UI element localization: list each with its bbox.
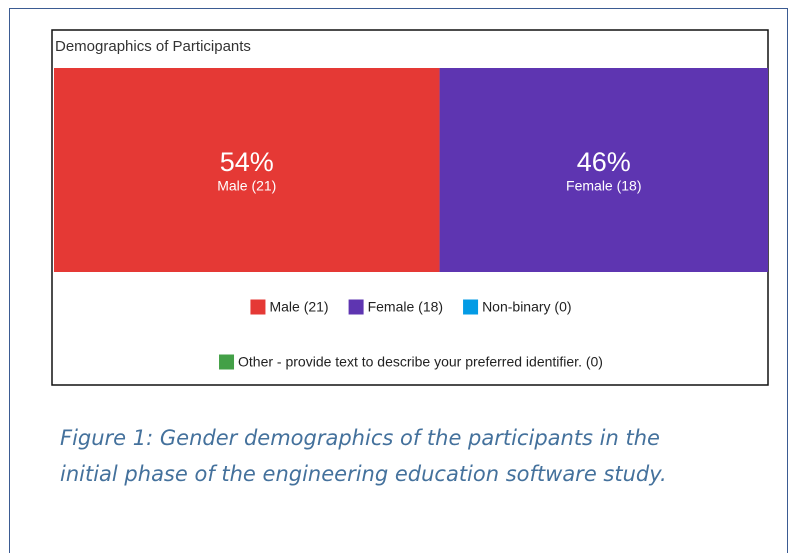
legend-label: Non-binary (0) [482, 299, 571, 315]
legend-swatch [250, 299, 266, 315]
bar-segment [54, 68, 440, 272]
legend-swatch [219, 354, 235, 370]
figure-caption: Figure 1: Gender demographics of the par… [60, 426, 667, 486]
legend-label: Female (18) [368, 299, 443, 315]
legend-swatch [348, 299, 364, 315]
segment-percent: 54% [220, 147, 274, 177]
legend-swatch [463, 299, 479, 315]
figure-frame [9, 8, 788, 553]
chart-title: Demographics of Participants [55, 38, 251, 55]
legend-label: Other - provide text to describe your pr… [238, 354, 603, 370]
segment-percent: 46% [577, 147, 631, 177]
legend-label: Male (21) [269, 299, 328, 315]
segment-label: Female (18) [566, 178, 641, 194]
bar-segment [439, 68, 768, 272]
segment-label: Male (21) [217, 178, 276, 194]
